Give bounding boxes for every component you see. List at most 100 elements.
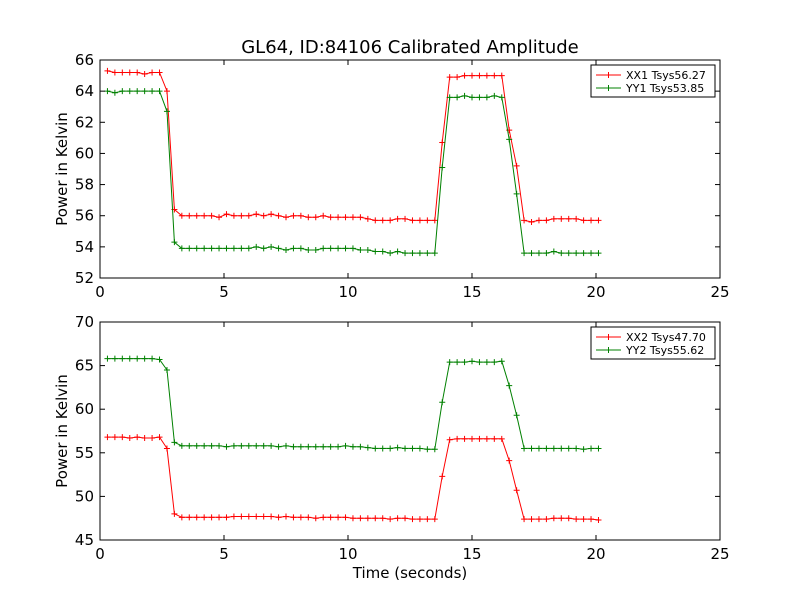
data-point-bottom-1-29 <box>320 443 327 450</box>
data-point-bottom-1-12 <box>193 442 200 449</box>
data-point-bottom-1-41 <box>409 445 416 452</box>
data-point-top-0-24 <box>283 214 289 221</box>
data-point-bottom-0-36 <box>372 515 379 522</box>
data-point-bottom-1-44 <box>431 446 438 453</box>
data-point-top-0-16 <box>223 211 230 218</box>
data-point-bottom-0-55 <box>513 487 520 494</box>
data-point-top-0-52 <box>491 72 498 79</box>
data-point-top-0-50 <box>476 72 483 79</box>
data-point-top-1-29 <box>320 245 327 252</box>
data-point-bottom-1-18 <box>238 442 245 449</box>
y-tick-label-top-5: 62 <box>75 113 94 131</box>
data-point-top-0-47 <box>454 74 461 81</box>
data-point-top-0-44 <box>431 217 438 224</box>
data-point-top-0-15 <box>216 214 223 221</box>
data-point-top-0-11 <box>186 212 193 219</box>
data-point-top-1-26 <box>297 245 304 252</box>
data-point-bottom-1-32 <box>342 442 349 449</box>
x-tick-label-top-2: 10 <box>338 283 357 301</box>
series-layer-top <box>104 67 602 257</box>
data-point-bottom-1-58 <box>535 445 542 452</box>
data-point-top-1-0 <box>104 88 111 95</box>
data-point-bottom-1-14 <box>208 442 215 449</box>
data-point-top-1-63 <box>573 250 580 257</box>
data-point-top-1-58 <box>535 250 542 257</box>
data-point-top-0-13 <box>201 212 208 219</box>
data-point-bottom-0-22 <box>268 513 275 520</box>
data-point-bottom-0-65 <box>588 516 595 523</box>
data-point-top-1-48 <box>461 92 468 99</box>
data-point-bottom-1-1 <box>111 355 118 362</box>
data-point-bottom-1-21 <box>260 442 267 449</box>
data-point-bottom-0-0 <box>104 434 111 441</box>
legend-box-top <box>590 64 716 98</box>
data-point-bottom-0-66 <box>595 516 602 523</box>
series-markers-top-1 <box>104 88 602 257</box>
data-point-top-1-34 <box>357 246 364 253</box>
data-point-top-1-39 <box>394 248 401 255</box>
data-point-bottom-0-46 <box>446 436 453 443</box>
data-point-top-0-5 <box>141 71 148 78</box>
data-point-bottom-0-64 <box>580 516 587 523</box>
data-point-top-0-60 <box>550 215 557 222</box>
data-point-bottom-1-45 <box>439 399 446 406</box>
data-point-top-1-25 <box>290 245 297 252</box>
data-point-top-0-64 <box>580 217 587 224</box>
data-point-top-0-17 <box>230 212 237 219</box>
data-point-top-1-30 <box>327 245 334 252</box>
data-point-bottom-0-49 <box>469 435 475 442</box>
data-point-bottom-0-38 <box>387 516 394 523</box>
data-point-top-0-53 <box>498 72 505 79</box>
data-point-bottom-1-39 <box>394 444 401 451</box>
data-point-bottom-1-40 <box>402 445 409 452</box>
data-point-bottom-0-35 <box>364 515 371 522</box>
data-point-top-1-65 <box>588 250 595 257</box>
data-point-bottom-0-63 <box>573 516 580 523</box>
data-point-top-0-48 <box>461 72 468 79</box>
x-tick-label-bottom-5: 25 <box>710 545 729 563</box>
data-point-bottom-0-10 <box>178 514 185 521</box>
legend-label-bottom-1: YY2 Tsys55.62 <box>625 344 704 357</box>
data-point-bottom-0-11 <box>186 514 193 521</box>
data-point-bottom-0-58 <box>535 516 542 523</box>
data-point-top-1-57 <box>528 250 535 257</box>
data-point-bottom-1-66 <box>595 445 602 452</box>
data-point-bottom-0-45 <box>439 473 446 480</box>
data-point-bottom-0-37 <box>379 515 386 522</box>
data-point-top-0-37 <box>379 217 386 224</box>
data-point-top-1-8 <box>163 108 170 115</box>
data-point-bottom-1-8 <box>163 366 170 373</box>
data-point-bottom-1-47 <box>454 359 461 366</box>
x-tick-label-bottom-0: 0 <box>95 545 105 563</box>
data-point-top-0-22 <box>268 211 275 218</box>
data-point-top-1-6 <box>149 88 156 95</box>
y-tick-label-top-1: 54 <box>75 238 94 256</box>
data-point-top-0-25 <box>290 212 297 219</box>
tick-marks-top <box>99 59 721 279</box>
series-markers-bottom-1 <box>104 355 602 453</box>
x-tick-label-top-3: 15 <box>462 283 481 301</box>
data-point-bottom-0-12 <box>193 514 200 521</box>
data-point-top-1-37 <box>379 248 386 255</box>
y-axis-label-bottom: Power in Kelvin <box>53 374 71 488</box>
data-point-top-1-50 <box>476 94 483 101</box>
legend-label-bottom-0: XX2 Tsys47.70 <box>626 331 706 344</box>
plot-frame-top <box>99 59 721 279</box>
data-point-top-1-21 <box>260 245 267 252</box>
data-point-bottom-1-46 <box>446 359 453 366</box>
data-point-top-1-42 <box>416 250 423 257</box>
data-point-bottom-0-15 <box>216 514 223 521</box>
data-point-top-1-61 <box>558 250 565 257</box>
data-point-top-0-40 <box>402 215 409 222</box>
data-point-top-0-62 <box>565 215 572 222</box>
data-point-bottom-0-48 <box>461 435 468 442</box>
x-tick-label-bottom-2: 10 <box>338 545 357 563</box>
data-point-top-0-63 <box>573 215 580 222</box>
data-point-top-1-20 <box>253 243 260 250</box>
data-point-top-1-2 <box>119 88 126 95</box>
data-point-bottom-0-14 <box>208 514 215 521</box>
data-point-bottom-1-26 <box>297 443 304 450</box>
legend-label-top-1: YY1 Tsys53.85 <box>625 82 704 95</box>
data-point-top-1-27 <box>305 246 312 253</box>
data-point-top-0-4 <box>134 69 141 76</box>
